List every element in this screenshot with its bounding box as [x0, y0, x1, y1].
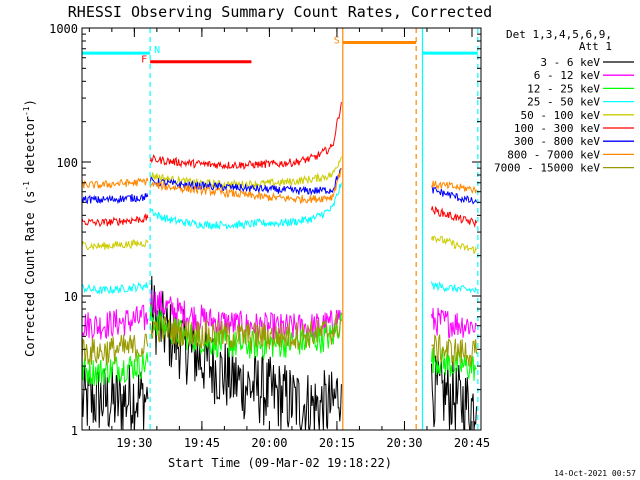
legend-label: 100 - 300 keV — [514, 122, 600, 135]
y-axis-label-end: ) — [23, 99, 37, 106]
series-8-segment-0 — [82, 333, 149, 366]
y-tick-label: 1 — [71, 424, 78, 438]
series-7 — [82, 167, 477, 204]
series-0-segment-1 — [149, 275, 342, 430]
series-6 — [82, 167, 477, 205]
series-7-segment-1 — [149, 167, 342, 204]
series-2-segment-2 — [431, 346, 477, 381]
series-8 — [82, 313, 477, 367]
legend-label: 7000 - 15000 keV — [494, 162, 600, 175]
legend-header-line: Att 1 — [579, 40, 612, 53]
series-1 — [82, 289, 477, 342]
legend-label: 800 - 7000 keV — [507, 148, 600, 161]
series-0-segment-2 — [431, 355, 477, 430]
series-5-segment-1 — [149, 102, 342, 170]
x-axis-label: Start Time (09-Mar-02 19:18:22) — [168, 456, 392, 470]
legend-header-line: Det 1,3,4,5,6,9, — [506, 28, 612, 41]
annotation-label-saa: S — [334, 35, 340, 46]
series-5-segment-2 — [431, 205, 477, 228]
x-tick-label: 19:45 — [184, 436, 220, 450]
y-axis-label-mid: detector — [23, 116, 37, 181]
legend-label: 25 - 50 keV — [527, 96, 600, 109]
series-3-segment-0 — [82, 281, 149, 296]
series-0 — [82, 275, 477, 430]
annotation-label-night: N — [154, 45, 160, 56]
legend-label: 6 - 12 keV — [534, 69, 601, 82]
annotation-label-flare: F — [141, 55, 147, 66]
series-6-segment-1 — [149, 167, 342, 196]
series-3-segment-1 — [149, 182, 342, 230]
x-tick-label: 20:00 — [251, 436, 287, 450]
y-axis-label: Corrected Count Rate (s-1 detector-1) — [22, 99, 37, 357]
series-1-segment-0 — [82, 304, 149, 340]
x-tick-label: 19:30 — [116, 436, 152, 450]
series-7-segment-0 — [82, 177, 149, 189]
series-3-segment-2 — [431, 281, 477, 294]
series-1-segment-1 — [149, 289, 342, 342]
y-tick-label: 10 — [64, 290, 78, 304]
y-axis-label-sup2: -1 — [22, 106, 31, 116]
series-4 — [82, 156, 477, 254]
chart-title: RHESSI Observing Summary Count Rates, Co… — [68, 3, 492, 21]
plot-frame — [81, 27, 482, 431]
y-tick-label: 100 — [56, 156, 78, 170]
legend-header: Det 1,3,4,5,6,9,Att 1 — [506, 28, 612, 53]
series-1-segment-2 — [431, 307, 477, 339]
series-4-segment-0 — [82, 238, 149, 251]
footer-date: 14-Oct-2021 00:57 — [554, 469, 636, 478]
series-4-segment-2 — [431, 235, 477, 254]
series-4-segment-1 — [149, 156, 342, 190]
svg-text:Corrected Count Rate (s-1 dete: Corrected Count Rate (s-1 detector-1) — [22, 99, 37, 357]
legend-label: 12 - 25 keV — [527, 82, 600, 95]
plot-area: NF S 1 10 100 1000 19:30 19:45 20:00 20:15 20:30 20… — [49, 22, 490, 450]
y-tick-label: 1000 — [49, 22, 78, 36]
x-tick-label: 20:45 — [454, 436, 490, 450]
series-6-segment-2 — [431, 186, 477, 205]
series-7-segment-2 — [431, 180, 477, 195]
series-5 — [82, 102, 477, 228]
series-group — [82, 28, 479, 430]
series-0-segment-0 — [82, 364, 149, 430]
y-axis-label-sup1: -1 — [22, 181, 31, 191]
y-axis-label-part: Corrected Count Rate (s — [23, 191, 37, 357]
series-6-segment-0 — [82, 192, 149, 205]
legend-label: 3 - 6 keV — [540, 56, 600, 69]
x-tick-label: 20:30 — [386, 436, 422, 450]
legend-label: 50 - 100 keV — [521, 109, 601, 122]
legend-label: 300 - 800 keV — [514, 135, 600, 148]
series-5-segment-0 — [82, 213, 149, 228]
series-8-segment-2 — [431, 333, 477, 367]
series-3 — [82, 182, 477, 296]
x-tick-label: 20:15 — [319, 436, 355, 450]
series-8-segment-1 — [149, 313, 342, 351]
